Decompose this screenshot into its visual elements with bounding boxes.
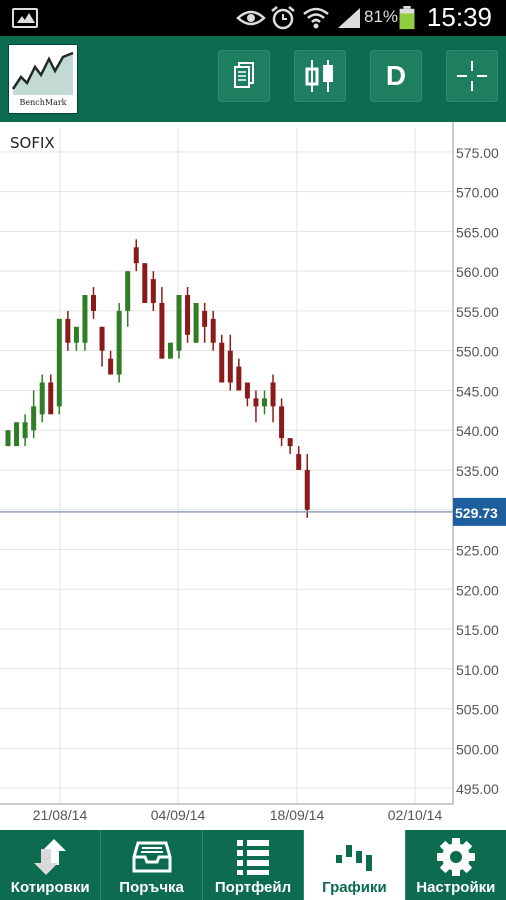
candle-body xyxy=(22,422,28,439)
documents-icon xyxy=(234,62,254,88)
current-price-label: 529.73 xyxy=(455,505,498,521)
crosshair-icon xyxy=(457,61,487,91)
bar-chart-icon xyxy=(336,845,373,871)
up-down-arrows-icon xyxy=(34,839,67,875)
x-tick-label: 04/09/14 xyxy=(151,807,206,823)
y-tick-label: 565.00 xyxy=(456,224,499,240)
candle-body xyxy=(253,398,259,407)
candle-body xyxy=(48,382,54,415)
candle-body xyxy=(236,366,242,391)
price-chart[interactable]: 575.00 570.00 565.00 560.00 555.00 550.00 545.… xyxy=(0,122,506,830)
candle-body xyxy=(193,302,199,343)
signal-icon xyxy=(338,8,360,28)
logo-chart-icon xyxy=(11,51,74,95)
candle-body xyxy=(167,342,173,359)
alarm-icon xyxy=(271,6,295,30)
logo-text: BenchMark xyxy=(19,98,67,107)
y-tick-label: 535.00 xyxy=(456,463,499,479)
candle-body xyxy=(91,295,96,311)
benchmark-logo[interactable]: BenchMark xyxy=(8,44,78,114)
wifi-icon xyxy=(303,7,329,29)
y-tick-label: 575.00 xyxy=(456,145,499,161)
candle-body xyxy=(5,430,11,447)
candle-body xyxy=(244,382,250,399)
candle-body xyxy=(14,422,20,447)
nav-label-settings: Настройки xyxy=(416,879,496,896)
gallery-notification-icon xyxy=(12,8,38,28)
candle-body xyxy=(262,398,267,407)
period-label: D xyxy=(385,60,407,91)
battery-percent: 81% xyxy=(364,7,399,26)
nav-label-quotes: Котировки xyxy=(10,879,90,896)
y-tick-label: 495.00 xyxy=(456,781,499,797)
candle-body xyxy=(227,350,233,383)
x-tick-label: 18/09/14 xyxy=(270,807,325,823)
y-tick-label: 500.00 xyxy=(456,741,499,757)
candle-body xyxy=(296,454,302,470)
app-bar: BenchMark D xyxy=(0,36,506,122)
bottom-nav: Котировки Поръчка Портфейл xyxy=(0,830,506,900)
candle-body xyxy=(210,318,216,343)
nav-item-order[interactable]: Поръчка xyxy=(101,830,201,900)
nav-label-order: Поръчка xyxy=(119,879,184,896)
list-icon xyxy=(237,840,270,875)
candle-body xyxy=(125,271,131,311)
y-tick-label: 560.00 xyxy=(456,264,499,280)
documents-button[interactable] xyxy=(218,50,270,102)
candle-body xyxy=(31,406,37,431)
status-clock: 15:39 xyxy=(426,2,492,32)
y-tick-label: 550.00 xyxy=(456,344,499,360)
candle-body xyxy=(65,318,71,343)
battery-icon xyxy=(399,6,415,30)
nav-item-portfolio[interactable]: Портфейл xyxy=(203,830,303,900)
candle-body xyxy=(159,302,165,359)
candle-body xyxy=(133,247,139,264)
period-button[interactable]: D xyxy=(370,50,422,102)
nav-item-quotes[interactable]: Котировки xyxy=(0,830,100,900)
x-tick-label: 21/08/14 xyxy=(33,807,88,823)
candle-body xyxy=(185,295,191,335)
candle-body xyxy=(39,382,45,415)
current-price-badge xyxy=(453,497,506,526)
candle-body xyxy=(108,358,114,375)
y-tick-label: 525.00 xyxy=(456,543,499,559)
x-tick-label: 02/10/14 xyxy=(388,807,443,823)
candle-body xyxy=(219,342,225,383)
y-tick-label: 510.00 xyxy=(456,662,499,678)
y-tick-label: 540.00 xyxy=(456,423,499,439)
y-tick-label: 515.00 xyxy=(456,622,499,638)
nav-label-charts: Графики xyxy=(322,879,387,896)
candlestick-chart[interactable]: 575.00 570.00 565.00 560.00 555.00 550.00 545.… xyxy=(0,122,506,830)
chart-title: SOFIX xyxy=(10,134,55,152)
inbox-tray-icon xyxy=(132,841,172,873)
y-tick-label: 570.00 xyxy=(456,185,499,201)
candle-body xyxy=(73,326,79,343)
candle-body xyxy=(304,469,310,510)
candlestick-icon xyxy=(305,60,333,92)
candle-body xyxy=(176,295,182,351)
nav-label-portfolio: Портфейл xyxy=(214,879,292,896)
candle-body xyxy=(270,382,276,407)
candle-body xyxy=(99,326,105,351)
candle-body xyxy=(82,295,88,343)
status-bar: 81% 15:39 xyxy=(0,0,506,36)
candle-body xyxy=(279,406,285,439)
eye-icon xyxy=(236,10,266,26)
y-tick-label: 520.00 xyxy=(456,582,499,598)
y-tick-label: 505.00 xyxy=(456,702,499,718)
candlestick-button[interactable] xyxy=(294,50,346,102)
y-tick-label: 555.00 xyxy=(456,304,499,320)
candle-body xyxy=(287,438,293,447)
gear-icon xyxy=(436,838,475,876)
candle-body xyxy=(142,263,148,303)
candle-body xyxy=(56,318,62,407)
candle-body xyxy=(150,279,156,303)
candle-body xyxy=(202,310,208,327)
nav-item-charts[interactable]: Графики xyxy=(304,830,405,900)
candle-body xyxy=(116,310,122,375)
nav-item-settings[interactable]: Настройки xyxy=(406,830,506,900)
y-tick-label: 545.00 xyxy=(456,383,499,399)
crosshair-button[interactable] xyxy=(446,50,498,102)
